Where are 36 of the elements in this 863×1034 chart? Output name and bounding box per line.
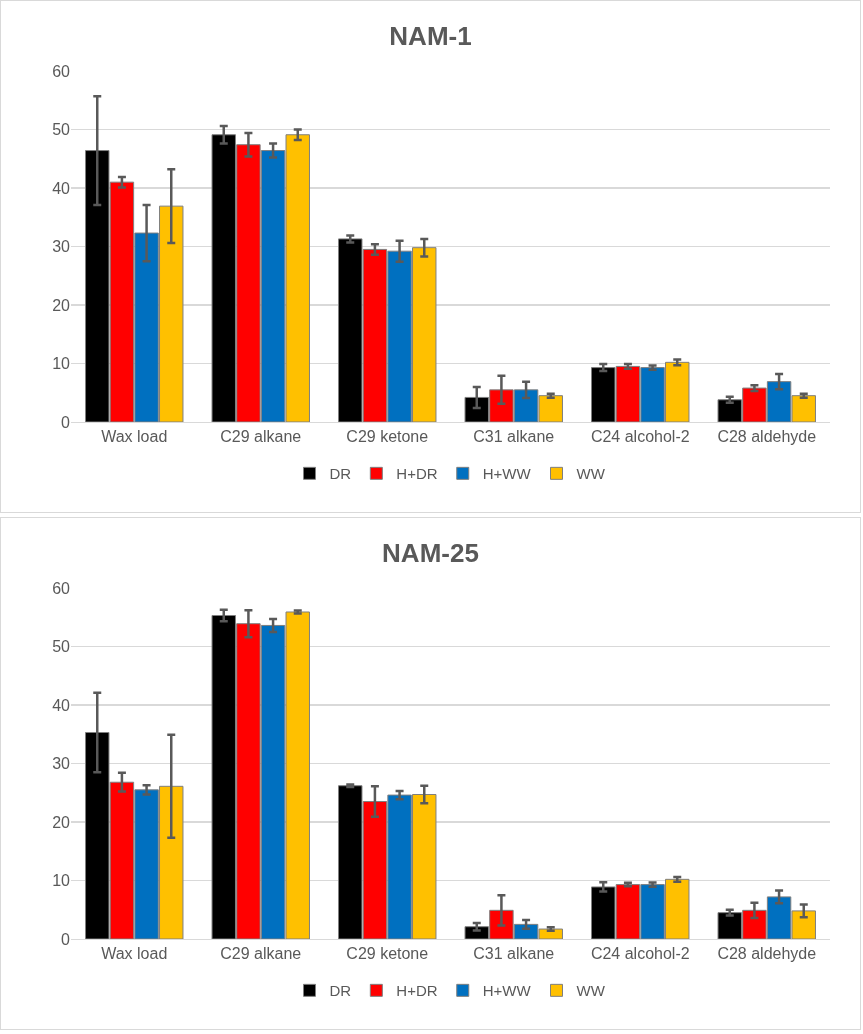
y-tick-label: 0 xyxy=(61,930,71,948)
legend-label: WW xyxy=(576,982,606,1000)
x-tick-label: C24 alcohol-2 xyxy=(590,428,690,446)
y-tick-label: 10 xyxy=(52,872,71,890)
x-tick-label: C31 alkane xyxy=(473,945,555,963)
x-tick-label: C29 alkane xyxy=(220,945,302,963)
y-tick-label: 30 xyxy=(52,755,71,773)
y-tick-label: 50 xyxy=(52,121,71,139)
y-tick-label: 10 xyxy=(52,355,71,373)
legend-label: H+WW xyxy=(482,465,532,483)
y-tick-label: 0 xyxy=(61,413,71,431)
chart-title: NAM-1 xyxy=(389,20,472,51)
y-tick-label: 20 xyxy=(52,813,71,831)
chart-title: NAM-25 xyxy=(382,537,479,568)
x-tick-label: C24 alcohol-2 xyxy=(590,945,690,963)
legend-label: WW xyxy=(576,465,606,483)
y-tick-label: 60 xyxy=(52,579,71,597)
legend-label: H+DR xyxy=(396,465,438,483)
legend-label: DR xyxy=(329,982,352,1000)
x-tick-label: C28 aldehyde xyxy=(717,945,817,963)
x-tick-label: Wax load xyxy=(101,428,168,446)
y-tick-label: 40 xyxy=(52,179,71,197)
legend-label: H+WW xyxy=(482,982,532,1000)
x-tick-label: C28 aldehyde xyxy=(717,428,817,446)
legend-label: DR xyxy=(329,465,352,483)
y-tick-label: 30 xyxy=(52,238,71,256)
y-tick-label: 50 xyxy=(52,638,71,656)
x-tick-label: C29 alkane xyxy=(220,428,302,446)
y-tick-label: 60 xyxy=(52,62,71,80)
y-tick-label: 40 xyxy=(52,696,71,714)
x-tick-label: C31 alkane xyxy=(473,428,555,446)
y-tick-label: 20 xyxy=(52,296,71,314)
x-tick-label: C29 ketone xyxy=(346,945,429,963)
x-tick-label: Wax load xyxy=(101,945,168,963)
legend-label: H+DR xyxy=(396,982,438,1000)
x-tick-label: C29 ketone xyxy=(346,428,429,446)
